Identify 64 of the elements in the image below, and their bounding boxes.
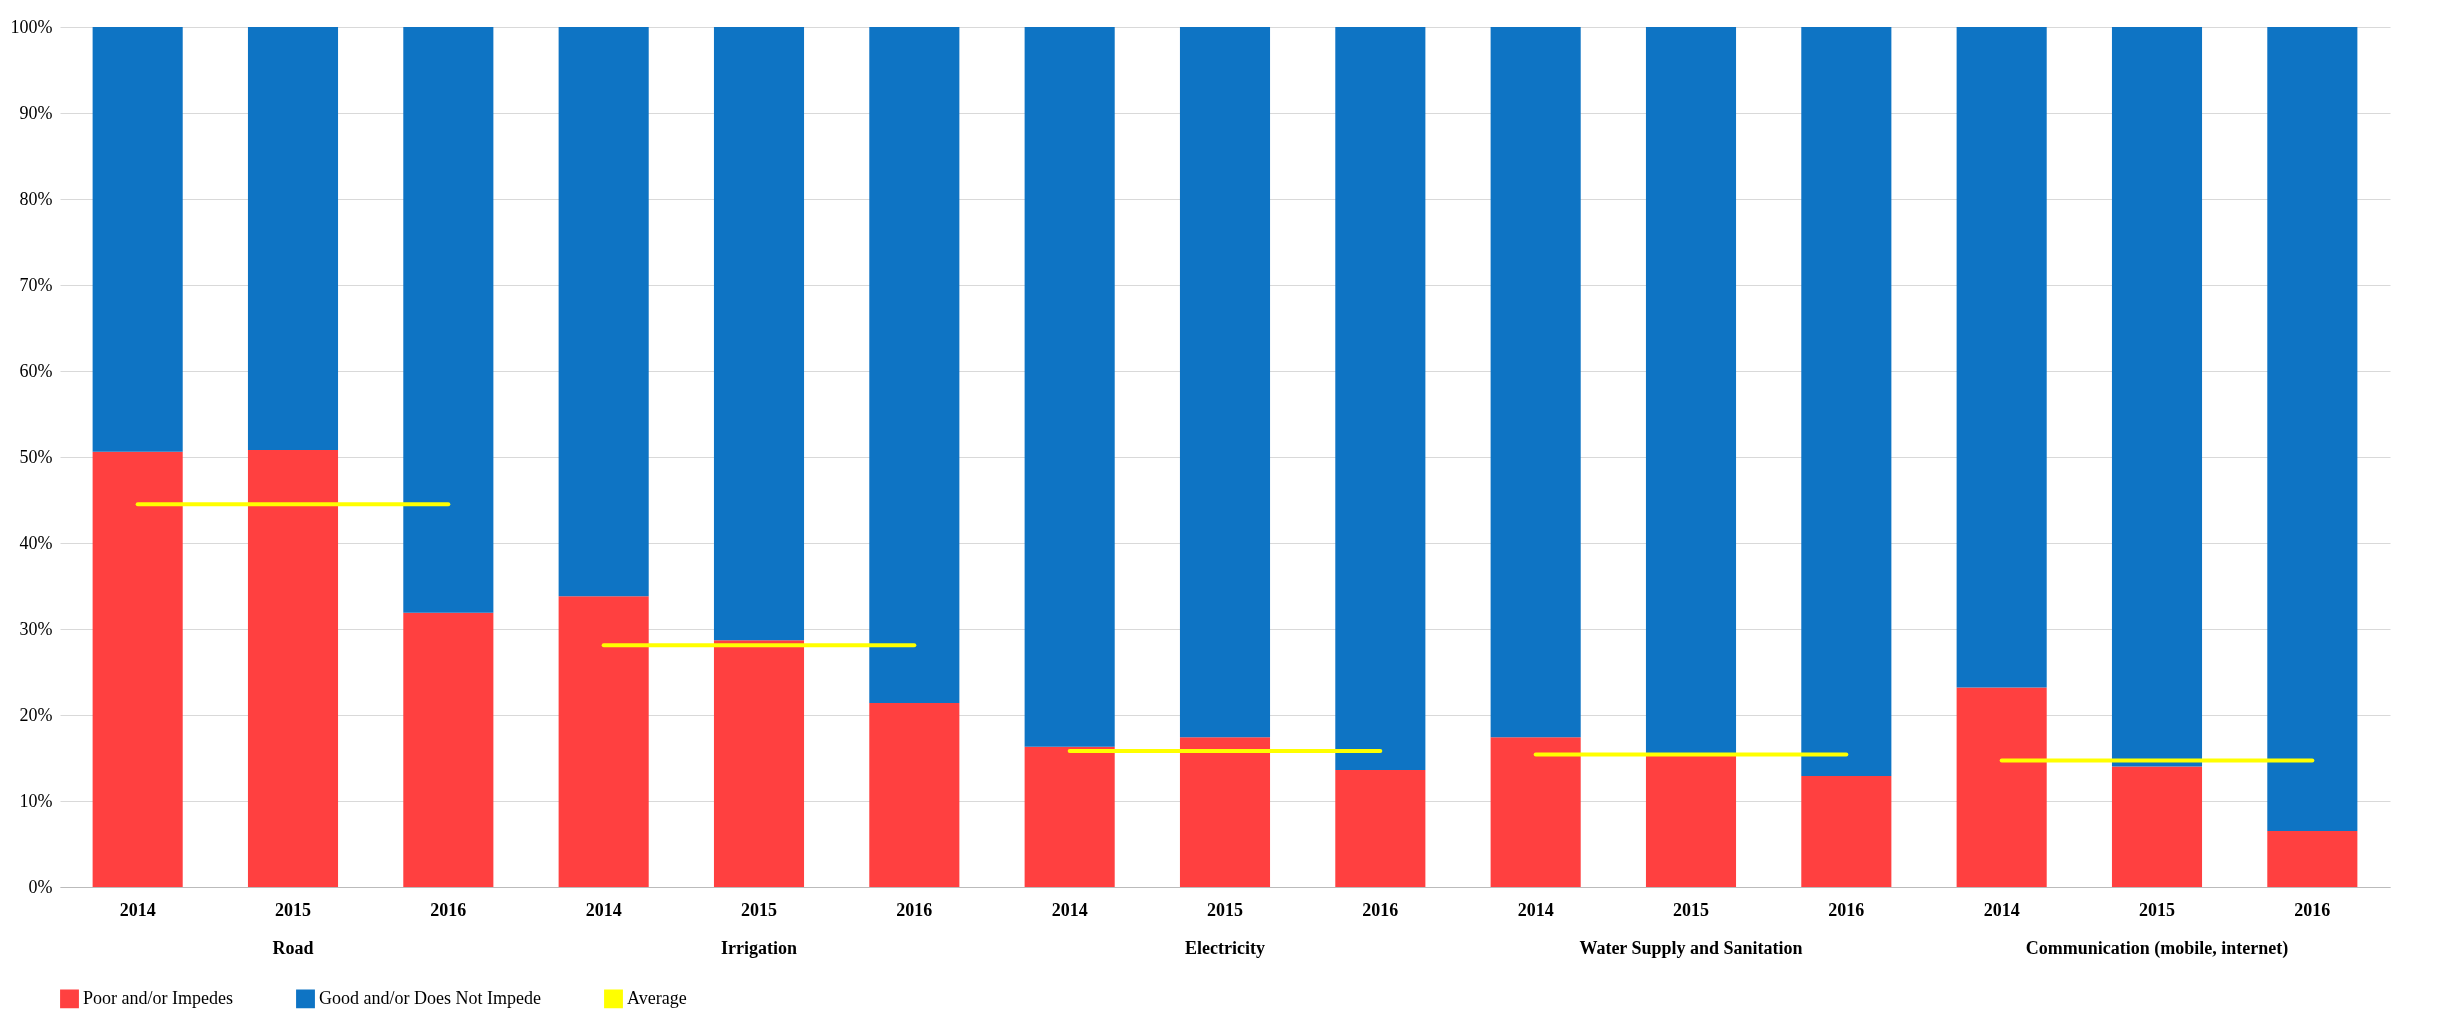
- bar: [713, 27, 805, 641]
- bar: [869, 27, 960, 703]
- bar: [713, 640, 805, 887]
- x-tick-label: 2015: [1673, 899, 1709, 920]
- x-tick-label: 2016: [1828, 899, 1865, 920]
- y-tick-label: 20%: [19, 704, 53, 725]
- x-tick-label: 2015: [2139, 899, 2175, 920]
- x-tick-label: 2014: [1051, 899, 1088, 920]
- bar: [2111, 766, 2203, 887]
- bar: [2267, 27, 2358, 832]
- bar: [1335, 27, 1426, 771]
- y-tick-label: 0%: [28, 876, 53, 897]
- x-tick-label: 2016: [430, 899, 467, 920]
- legend-label: Average: [627, 987, 687, 1008]
- x-tick-label: 2014: [585, 899, 622, 920]
- bar: [1801, 27, 1892, 777]
- bar: [2111, 27, 2203, 767]
- legend-label: Poor and/or Impedes: [83, 987, 233, 1008]
- x-tick-label: 2015: [275, 899, 311, 920]
- x-tick-label: 2015: [741, 899, 777, 920]
- y-tick-label: 90%: [19, 102, 53, 123]
- bar: [403, 27, 494, 613]
- x-tick-label: 2014: [1983, 899, 2020, 920]
- y-tick-label: 80%: [19, 188, 53, 209]
- y-tick-label: 70%: [19, 274, 53, 295]
- bar: [1179, 27, 1271, 738]
- bar: [1956, 27, 2047, 688]
- bar: [1956, 687, 2047, 887]
- bar: [1179, 737, 1271, 887]
- x-tick-label: 2016: [896, 899, 933, 920]
- bar: [92, 451, 183, 887]
- bar: [1645, 755, 1737, 887]
- x-tick-label: 2014: [119, 899, 156, 920]
- bar: [247, 27, 339, 451]
- bar: [1801, 776, 1892, 887]
- bar: [247, 450, 339, 887]
- y-tick-label: 60%: [19, 360, 53, 381]
- text: Communication (mobile, internet): [2025, 938, 2289, 959]
- x-tick-label: 2015: [1207, 899, 1243, 920]
- y-tick-label: 40%: [19, 532, 53, 553]
- text: Electricity: [1185, 938, 1265, 958]
- text: Road: [272, 938, 314, 958]
- bar: [2267, 831, 2358, 887]
- y-tick-label: 100%: [10, 16, 53, 37]
- legend-label: Good and/or Does Not Impede: [319, 987, 541, 1008]
- bar: [558, 27, 649, 597]
- bar: [558, 596, 649, 887]
- bar: [92, 27, 183, 452]
- bar: [1024, 27, 1115, 747]
- bar: [1490, 27, 1581, 738]
- y-tick-label: 30%: [19, 618, 53, 639]
- bar: [1490, 737, 1581, 887]
- x-tick-label: 2016: [2294, 899, 2331, 920]
- text: Irrigation: [721, 938, 797, 958]
- x-tick-label: 2014: [1517, 899, 1554, 920]
- bar: [869, 702, 960, 887]
- y-tick-label: 50%: [19, 446, 53, 467]
- bar: [403, 612, 494, 887]
- text: Water Supply and Sanitation: [1579, 938, 1803, 958]
- bar: [1335, 770, 1426, 887]
- bar: [1645, 27, 1737, 756]
- y-tick-label: 10%: [19, 790, 53, 811]
- x-tick-label: 2016: [1362, 899, 1399, 920]
- bar: [1024, 746, 1115, 887]
